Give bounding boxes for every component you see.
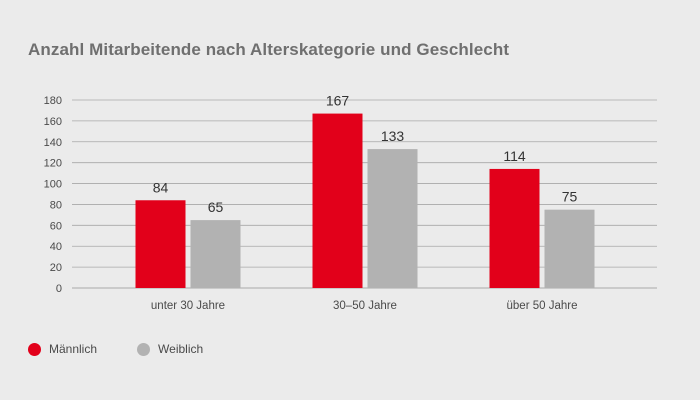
bars bbox=[135, 113, 595, 288]
category-label: 30–50 Jahre bbox=[333, 300, 397, 312]
category-label: über 50 Jahre bbox=[507, 300, 578, 312]
y-tick-label: 0 bbox=[56, 283, 62, 295]
legend-item-maennlich: Männlich bbox=[28, 342, 97, 356]
y-tick-label: 180 bbox=[44, 95, 62, 107]
data-label-weiblich: 65 bbox=[208, 199, 224, 215]
y-tick-label: 20 bbox=[50, 262, 62, 274]
data-label-maennlich: 114 bbox=[503, 148, 526, 164]
legend-label-weiblich: Weiblich bbox=[158, 342, 204, 356]
y-tick-label: 100 bbox=[44, 179, 62, 191]
y-tick-label: 120 bbox=[44, 158, 62, 170]
y-axis-ticks: 0 20 40 60 80 100 120 140 160 180 bbox=[44, 95, 62, 295]
bar-maennlich bbox=[489, 168, 540, 288]
legend-swatch-maennlich bbox=[28, 342, 41, 356]
data-labels: 84 65 167 133 114 75 bbox=[153, 93, 578, 216]
y-tick-label: 140 bbox=[44, 137, 62, 149]
bar-maennlich bbox=[135, 200, 186, 288]
y-tick-label: 40 bbox=[50, 241, 62, 253]
data-label-weiblich: 133 bbox=[381, 128, 405, 144]
legend: Männlich Weiblich bbox=[28, 342, 243, 356]
y-tick-label: 160 bbox=[44, 116, 62, 128]
legend-item-weiblich: Weiblich bbox=[137, 342, 203, 356]
bar-maennlich bbox=[312, 113, 363, 288]
category-label: unter 30 Jahre bbox=[151, 300, 225, 312]
bar-weiblich bbox=[190, 220, 241, 288]
y-tick-label: 60 bbox=[50, 220, 62, 232]
chart-title: Anzahl Mitarbeitende nach Alterskategori… bbox=[28, 40, 510, 59]
y-tick-label: 80 bbox=[50, 199, 62, 211]
bar-weiblich bbox=[367, 149, 418, 288]
legend-label-maennlich: Männlich bbox=[49, 342, 98, 356]
data-label-maennlich: 84 bbox=[153, 179, 169, 195]
legend-swatch-weiblich bbox=[137, 342, 151, 356]
data-label-weiblich: 75 bbox=[562, 189, 578, 205]
category-labels: unter 30 Jahre 30–50 Jahre über 50 Jahre bbox=[151, 300, 578, 312]
bar-weiblich bbox=[544, 209, 595, 288]
data-label-maennlich: 167 bbox=[326, 93, 350, 109]
